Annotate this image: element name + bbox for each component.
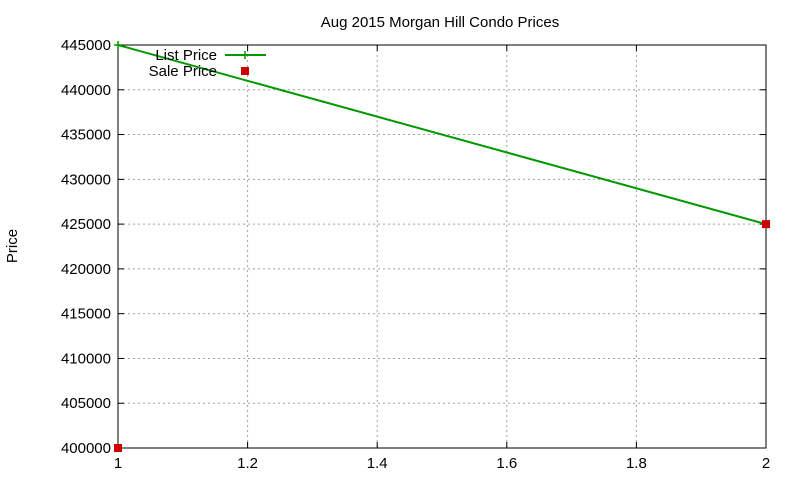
list-price-point: [114, 41, 122, 49]
x-tick-label: 2: [762, 455, 770, 472]
y-tick-label: 440000: [61, 82, 111, 99]
y-tick-label: 400000: [61, 440, 111, 457]
x-ticks: 1 1.2 1.4 1.6 1.8 2: [114, 45, 770, 472]
legend-label-list-price: List Price: [155, 47, 217, 64]
series-group: [114, 41, 770, 452]
list-price-line: [117, 44, 767, 226]
legend-marker-list-price: [241, 51, 249, 59]
y-tick-label: 435000: [61, 127, 111, 144]
y-axis-label: Price: [4, 229, 21, 263]
x-tick-label: 1.4: [367, 455, 388, 472]
sale-price-point: [114, 444, 122, 452]
y-tick-label: 430000: [61, 171, 111, 188]
y-ticks: 400000 405000 410000 415000 420000 425000 4300…: [61, 37, 766, 457]
x-tick-label: 1.6: [496, 455, 517, 472]
x-tick-label: 1: [114, 455, 122, 472]
chart-title: Aug 2015 Morgan Hill Condo Prices: [321, 14, 559, 31]
grid: [118, 45, 766, 448]
y-tick-label: 420000: [61, 261, 111, 278]
x-tick-label: 1.8: [626, 455, 647, 472]
y-tick-label: 405000: [61, 395, 111, 412]
y-tick-label: 425000: [61, 216, 111, 233]
legend-label-sale-price: Sale Price: [149, 63, 217, 80]
y-tick-label: 415000: [61, 306, 111, 323]
legend-marker-sale-price: [241, 67, 249, 75]
sale-price-point: [762, 220, 770, 229]
x-tick-label: 1.2: [237, 455, 258, 472]
plot-frame: [117, 44, 767, 449]
y-tick-label: 445000: [61, 37, 111, 54]
y-tick-label: 410000: [61, 350, 111, 367]
